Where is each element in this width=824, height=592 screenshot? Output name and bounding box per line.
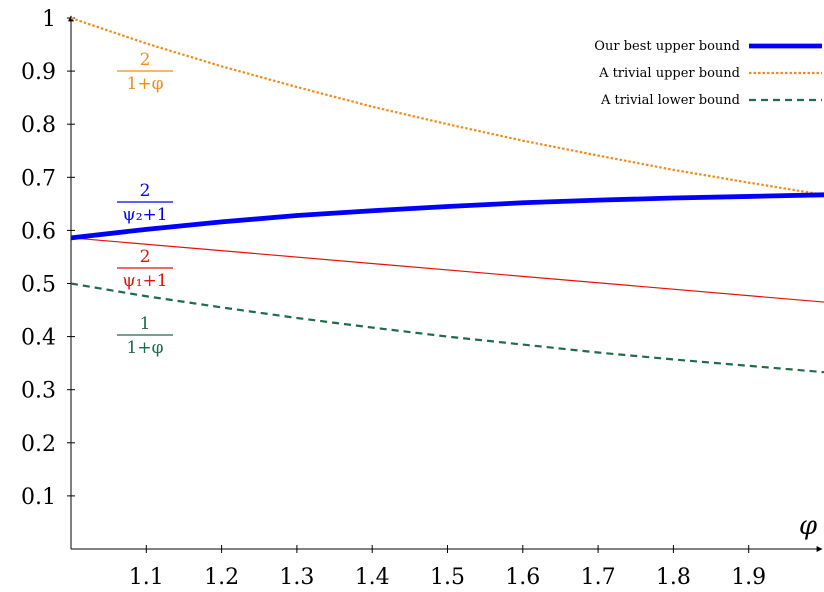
y-tick-label: 0.9: [21, 60, 56, 85]
fraction-numerator: 2: [140, 50, 151, 70]
series-line-our-best-upper-bound: [70, 192, 824, 241]
x-tick-label: 1.6: [505, 565, 540, 590]
legend: Our best upper bound A trivial upper boun…: [594, 39, 822, 108]
series-lines: [70, 16, 824, 374]
curve-label-fraction: 2 ψ₁+1: [117, 247, 173, 291]
legend-label: Our best upper bound: [594, 39, 740, 54]
x-tick-label: 1.5: [430, 565, 465, 590]
axes: φ 1.1 1.2 1.3 1.4 1.5 1.6 1.7 1.8 1.9 0.1 0.2 0.3 0.4…: [21, 7, 823, 590]
x-tick-label: 1.7: [581, 565, 616, 590]
series-line-a-trivial-lower-bound: [70, 282, 824, 374]
y-tick-label: 0.8: [21, 113, 56, 138]
fraction-numerator: 2: [140, 181, 151, 201]
y-tick-label: 0.3: [21, 379, 56, 404]
legend-entry: A trivial upper bound: [598, 66, 822, 81]
series-line-a-trivial-upper-bound: [70, 16, 824, 196]
x-tick-label: 1.4: [355, 565, 390, 590]
y-tick-label: 0.4: [21, 326, 56, 351]
y-tick-label: 0.5: [21, 273, 56, 298]
y-tick-label: 0.2: [21, 432, 56, 457]
x-tick-label: 1.3: [279, 565, 314, 590]
fraction-denominator: 1+φ: [127, 74, 164, 94]
curve-label-fraction: 21+φ: [117, 50, 173, 94]
fraction-denominator: ψ₁+1: [122, 271, 167, 291]
series-line-lower-bound-reference: [70, 237, 824, 303]
x-tick-label: 1.2: [204, 565, 239, 590]
fraction-numerator: 2: [140, 247, 151, 267]
fraction-denominator: ψ₂+1: [122, 205, 167, 225]
y-tick-label: 0.1: [21, 485, 56, 510]
x-tick-label: 1.1: [129, 565, 164, 590]
legend-entry: A trivial lower bound: [600, 93, 822, 108]
curve-label-fraction: 11+φ: [117, 314, 173, 358]
x-tick-label: 1.9: [731, 565, 766, 590]
legend-label: A trivial lower bound: [600, 93, 740, 108]
x-tick-label: 1.8: [656, 565, 691, 590]
curve-label-fraction: 2 ψ₂+1: [117, 181, 173, 225]
legend-label: A trivial upper bound: [598, 66, 740, 81]
y-tick-label: 1: [42, 7, 56, 32]
fraction-denominator: 1+φ: [127, 338, 164, 358]
y-tick-label: 0.6: [21, 219, 56, 244]
y-tick-label: 0.7: [21, 166, 56, 191]
legend-entry: Our best upper bound: [594, 39, 822, 54]
x-axis-label: φ: [799, 511, 818, 541]
fraction-numerator: 1: [140, 314, 151, 334]
